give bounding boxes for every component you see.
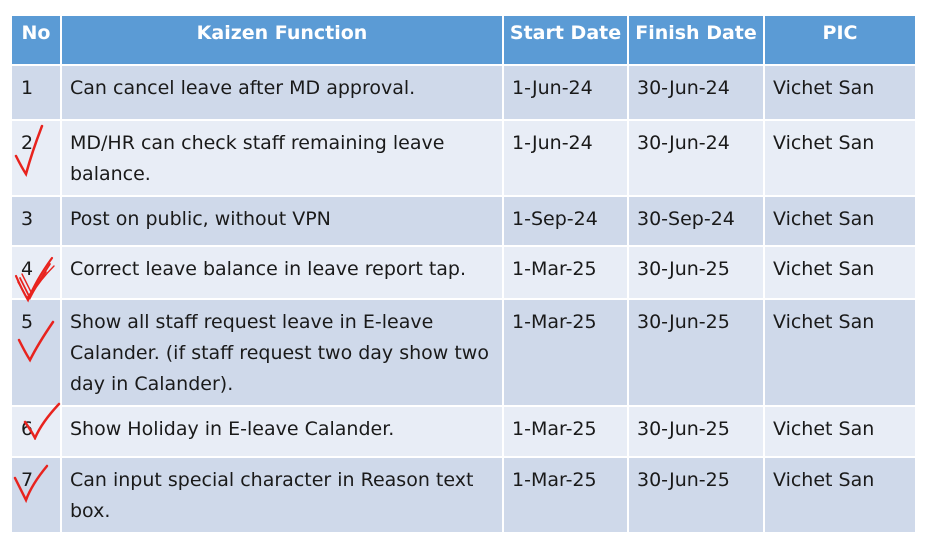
row-finish-date: 30-Jun-25 bbox=[627, 298, 765, 407]
kaizen-table: No Kaizen Function Start Date Finish Dat… bbox=[10, 14, 917, 534]
row-function: Show all staff request leave in E-leave … bbox=[60, 298, 504, 407]
row-number: 7 bbox=[10, 456, 62, 534]
row-pic: Vichet San bbox=[763, 64, 917, 121]
row-number: 5 bbox=[10, 298, 62, 407]
row-pic: Vichet San bbox=[763, 405, 917, 458]
row-function: Post on public, without VPN bbox=[60, 195, 504, 247]
row-pic: Vichet San bbox=[763, 119, 917, 197]
row-start-date: 1-Mar-25 bbox=[502, 456, 629, 534]
row-number: 3 bbox=[10, 195, 62, 247]
table-row: 4 Correct leave balance in leave report … bbox=[10, 245, 917, 300]
kaizen-table-container: No Kaizen Function Start Date Finish Dat… bbox=[10, 14, 917, 534]
row-function: Can cancel leave after MD approval. bbox=[60, 64, 504, 121]
header-pic: PIC bbox=[763, 14, 917, 66]
row-start-date: 1-Mar-25 bbox=[502, 245, 629, 300]
row-start-date: 1-Jun-24 bbox=[502, 64, 629, 121]
row-finish-date: 30-Jun-25 bbox=[627, 456, 765, 534]
row-finish-date: 30-Jun-24 bbox=[627, 119, 765, 197]
row-pic: Vichet San bbox=[763, 456, 917, 534]
table-row: 2 MD/HR can check staff remaining leave … bbox=[10, 119, 917, 197]
row-function: Show Holiday in E-leave Calander. bbox=[60, 405, 504, 458]
header-function: Kaizen Function bbox=[60, 14, 504, 66]
row-number: 2 bbox=[10, 119, 62, 197]
row-number: 4 bbox=[10, 245, 62, 300]
row-finish-date: 30-Sep-24 bbox=[627, 195, 765, 247]
header-start-date: Start Date bbox=[502, 14, 629, 66]
row-start-date: 1-Mar-25 bbox=[502, 298, 629, 407]
row-function: MD/HR can check staff remaining leave ba… bbox=[60, 119, 504, 197]
row-pic: Vichet San bbox=[763, 245, 917, 300]
row-number: 1 bbox=[10, 64, 62, 121]
row-start-date: 1-Mar-25 bbox=[502, 405, 629, 458]
table-row: 6 Show Holiday in E-leave Calander. 1-Ma… bbox=[10, 405, 917, 458]
row-function: Can input special character in Reason te… bbox=[60, 456, 504, 534]
row-pic: Vichet San bbox=[763, 298, 917, 407]
row-finish-date: 30-Jun-25 bbox=[627, 405, 765, 458]
row-function: Correct leave balance in leave report ta… bbox=[60, 245, 504, 300]
table-row: 3 Post on public, without VPN 1-Sep-24 3… bbox=[10, 195, 917, 247]
header-row: No Kaizen Function Start Date Finish Dat… bbox=[10, 14, 917, 66]
row-pic: Vichet San bbox=[763, 195, 917, 247]
table-row: 5 Show all staff request leave in E-leav… bbox=[10, 298, 917, 407]
row-start-date: 1-Jun-24 bbox=[502, 119, 629, 197]
table-row: 1 Can cancel leave after MD approval. 1-… bbox=[10, 64, 917, 121]
header-no: No bbox=[10, 14, 62, 66]
row-finish-date: 30-Jun-25 bbox=[627, 245, 765, 300]
header-finish-date: Finish Date bbox=[627, 14, 765, 66]
row-finish-date: 30-Jun-24 bbox=[627, 64, 765, 121]
row-number: 6 bbox=[10, 405, 62, 458]
table-row: 7 Can input special character in Reason … bbox=[10, 456, 917, 534]
row-start-date: 1-Sep-24 bbox=[502, 195, 629, 247]
